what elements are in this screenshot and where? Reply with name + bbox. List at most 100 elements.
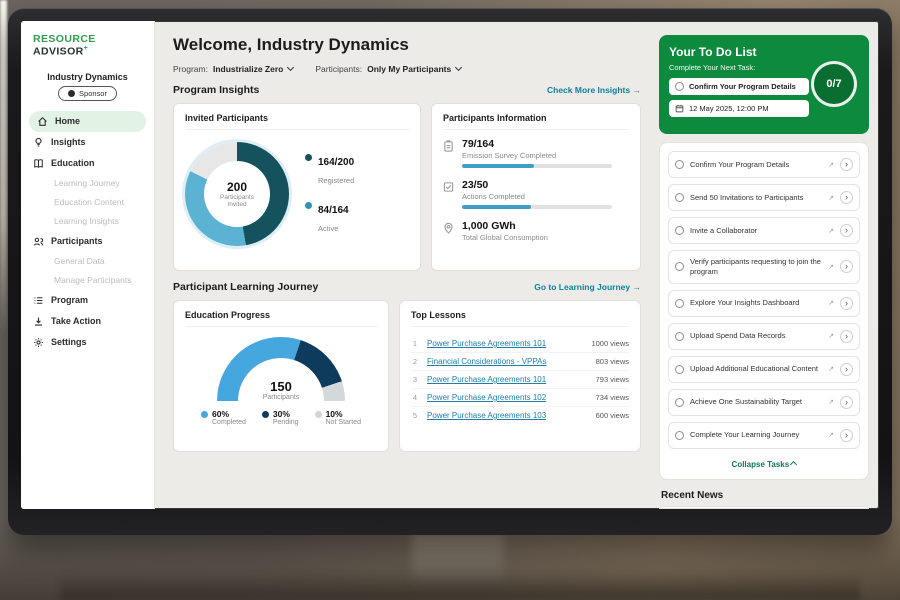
checkbox-icon[interactable] [675, 331, 684, 341]
chevron-right-icon[interactable]: › [840, 329, 853, 343]
screen: RESOURCE ADVISOR+ Industry Dynamics Spon… [21, 21, 879, 509]
checkbox-icon[interactable] [675, 226, 684, 235]
task-row[interactable]: Achieve One Sustainability Target ↗ › [668, 388, 860, 416]
open-icon: ↗ [828, 300, 834, 307]
brand-plus: + [83, 45, 89, 52]
chevron-up-icon [790, 460, 798, 468]
arrow-right-icon: → [632, 85, 642, 95]
collapse-tasks-button[interactable]: Collapse Tasks [668, 455, 860, 471]
legend-dot [314, 410, 322, 418]
checkbox-icon[interactable] [675, 364, 684, 374]
lesson-row: 1 Power Purchase Agreements 101 1000 vie… [411, 335, 629, 353]
sidebar-item-general-data[interactable]: General Data [54, 256, 105, 266]
main-content: Welcome, Industry Dynamics Program: Indu… [155, 21, 653, 509]
open-icon: ↗ [828, 227, 834, 235]
task-row[interactable]: Invite a Collaborator ↗ › [668, 217, 860, 244]
chevron-right-icon[interactable]: › [840, 260, 853, 274]
next-task-pill[interactable]: Confirm Your Program Details [669, 78, 809, 95]
invited-participants-card: Invited Participants 200 Participants In… [173, 103, 421, 271]
task-row[interactable]: Upload Spend Data Records ↗ › [668, 322, 860, 350]
sidebar-item-program[interactable]: Program [21, 290, 154, 311]
sidebar-item-take-action[interactable]: Take Action [21, 311, 154, 332]
lightbulb-icon [33, 137, 44, 148]
open-icon: ↗ [828, 366, 834, 373]
sidebar-item-insights[interactable]: Insights [21, 132, 154, 153]
clipboard-icon [443, 138, 454, 168]
legend-not-started: 10% Not Started [314, 409, 361, 426]
sidebar-item-manage-participants[interactable]: Manage Participants [54, 275, 132, 285]
sidebar-item-participants[interactable]: Participants [21, 231, 154, 252]
brand-secondary: ADVISOR [33, 45, 84, 58]
sidebar-item-label: Settings [51, 337, 87, 347]
sidebar-item-home[interactable]: Home [29, 110, 146, 132]
sidebar-item-settings[interactable]: Settings [21, 332, 154, 353]
checkbox-icon[interactable] [675, 82, 684, 91]
check-more-insights-link[interactable]: Check More Insights → [546, 85, 642, 95]
checkbox-icon[interactable] [675, 262, 684, 272]
card-title: Top Lessons [411, 310, 629, 327]
lesson-link[interactable]: Power Purchase Agreements 103 [427, 411, 547, 420]
task-row[interactable]: Complete Your Learning Journey ↗ › [668, 421, 860, 449]
sidebar-nav: Home Insights Education Learning Journey… [21, 110, 154, 353]
download-tray-icon [33, 316, 44, 327]
gear-icon [33, 337, 44, 348]
legend-dot [261, 410, 269, 418]
sidebar-item-learning-insights[interactable]: Learning Insights [54, 216, 119, 226]
background-light-edge [0, 0, 7, 335]
lesson-link[interactable]: Power Purchase Agreements 101 [427, 339, 547, 348]
todo-progress-badge: 0/7 [811, 61, 857, 107]
top-lessons-card: Top Lessons 1 Power Purchase Agreements … [399, 300, 641, 452]
checkbox-icon[interactable] [675, 160, 684, 169]
sidebar-item-education-content[interactable]: Education Content [54, 197, 124, 207]
lesson-row: 2 Financial Considerations - VPPAs 803 v… [411, 353, 629, 371]
go-to-learning-journey-link[interactable]: Go to Learning Journey → [534, 282, 641, 292]
checkbox-icon[interactable] [675, 430, 684, 440]
participants-information-card: Participants Information 79/164 Emission… [431, 103, 641, 271]
legend-pending: 30% Pending [261, 409, 299, 426]
checkbox-icon[interactable] [675, 298, 684, 308]
education-progress-card: Education Progress 150 Participants [173, 300, 389, 452]
chevron-right-icon[interactable]: › [840, 224, 853, 237]
open-icon: ↗ [828, 333, 834, 340]
gauge-center-value: 150 [270, 379, 292, 394]
lesson-link[interactable]: Power Purchase Agreements 101 [427, 375, 547, 384]
gauge-center-label: Participants [262, 394, 300, 401]
chevron-right-icon[interactable]: › [840, 362, 853, 376]
sidebar-item-education[interactable]: Education [21, 153, 154, 174]
sidebar-item-label: Home [55, 116, 81, 126]
task-row[interactable]: Send 50 Invitations to Participants ↗ › [668, 184, 860, 211]
chevron-right-icon[interactable]: › [840, 428, 853, 442]
brand-primary: RESOURCE [33, 33, 96, 45]
legend-dot [201, 410, 208, 418]
chevron-right-icon[interactable]: › [840, 296, 853, 310]
legend-dot [305, 154, 312, 161]
program-label: Program: [173, 64, 208, 74]
chevron-right-icon[interactable]: › [840, 158, 853, 171]
task-row[interactable]: Verify participants requesting to join t… [668, 250, 860, 284]
program-dropdown[interactable]: Program: Industrialize Zero [173, 63, 295, 74]
open-icon: ↗ [828, 194, 834, 202]
chevron-right-icon[interactable]: › [840, 191, 853, 204]
checkbox-icon[interactable] [675, 397, 684, 407]
due-date-pill: 12 May 2025, 12:00 PM [669, 100, 809, 117]
lesson-link[interactable]: Power Purchase Agreements 102 [427, 393, 547, 402]
lesson-link[interactable]: Financial Considerations - VPPAs [427, 357, 547, 366]
calendar-icon [675, 104, 684, 113]
participants-dropdown[interactable]: Participants: Only My Participants [315, 63, 463, 74]
task-row[interactable]: Upload Additional Educational Content ↗ … [668, 355, 860, 383]
org-name: Industry Dynamics [47, 71, 128, 82]
checkbox-icon[interactable] [675, 193, 684, 202]
arrow-right-icon: → [632, 282, 642, 292]
monitor-bezel: RESOURCE ADVISOR+ Industry Dynamics Spon… [8, 8, 892, 535]
legend-completed: 60% Completed [201, 409, 246, 426]
participants-label: Participants: [315, 64, 363, 74]
sidebar-item-learning-journey[interactable]: Learning Journey [54, 178, 120, 188]
task-row[interactable]: Explore Your Insights Dashboard ↗ › [668, 289, 860, 317]
learning-journey-header: Participant Learning Journey Go to Learn… [173, 281, 641, 293]
lesson-row: 5 Power Purchase Agreements 103 600 view… [412, 411, 629, 420]
task-row[interactable]: Confirm Your Program Details ↗ › [668, 151, 860, 178]
sidebar-item-label: Take Action [51, 316, 102, 326]
chevron-right-icon[interactable]: › [840, 395, 853, 409]
todo-panel: Your To Do List Complete Your Next Task:… [653, 21, 879, 509]
education-gauge-chart: 150 Participants [217, 337, 345, 401]
